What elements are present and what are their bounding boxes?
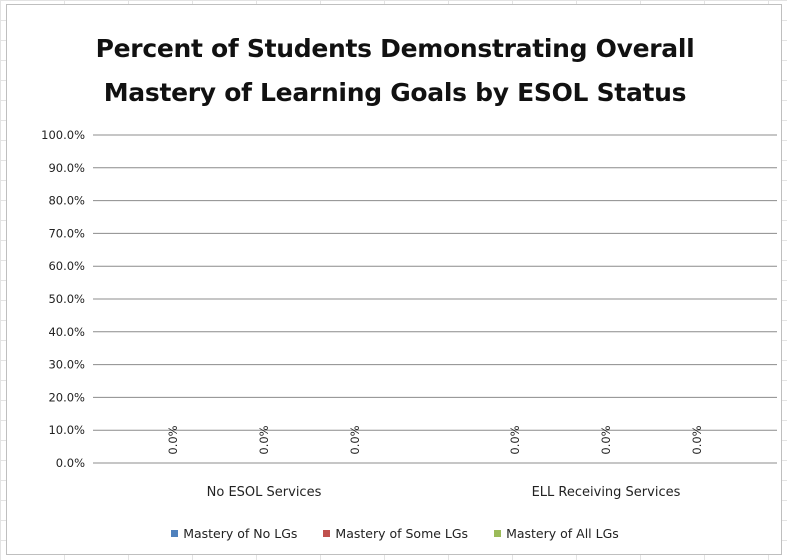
plot-area: 0.0% 10.0% 20.0% 30.0% 40.0% 50.0% 60.0% 70.0% 8…	[41, 128, 777, 500]
y-tick-label: 10.0%	[48, 423, 85, 437]
legend-swatch	[494, 530, 502, 537]
chart-title: Percent of Students Demonstrating Overal…	[7, 27, 783, 115]
data-label: 0.0%	[257, 425, 271, 454]
legend-swatch	[323, 530, 331, 537]
data-label: 0.0%	[166, 425, 180, 454]
legend-item[interactable]: Mastery of All LGs	[494, 526, 619, 541]
y-tick-label: 50.0%	[48, 292, 85, 306]
data-label: 0.0%	[690, 425, 704, 454]
y-tick-label: 30.0%	[48, 358, 85, 372]
data-label: 0.0%	[348, 425, 362, 454]
chart-area[interactable]: Percent of Students Demonstrating Overal…	[6, 4, 782, 555]
legend-label: Mastery of All LGs	[506, 526, 619, 541]
y-tick-label: 70.0%	[48, 226, 85, 240]
y-tick-label: 0.0%	[56, 456, 85, 470]
data-label: 0.0%	[508, 425, 522, 454]
chart-title-line-2: Mastery of Learning Goals by ESOL Status	[103, 78, 687, 107]
legend-item[interactable]: Mastery of No LGs	[171, 526, 297, 541]
y-tick-label: 60.0%	[48, 259, 85, 273]
legend-label: Mastery of No LGs	[183, 526, 298, 541]
y-tick-label: 80.0%	[48, 194, 85, 208]
y-tick-label: 40.0%	[48, 325, 85, 339]
chart-title-line-1: Percent of Students Demonstrating Overal…	[95, 34, 695, 63]
legend: Mastery of No LGs Mastery of Some LGs Mast…	[7, 526, 783, 541]
y-tick-label: 90.0%	[48, 161, 85, 175]
legend-swatch	[171, 530, 179, 537]
y-tick-label: 100.0%	[41, 128, 85, 142]
legend-item[interactable]: Mastery of Some LGs	[323, 526, 468, 541]
legend-label: Mastery of Some LGs	[335, 526, 469, 541]
data-label: 0.0%	[599, 425, 613, 454]
x-category-label: No ESOL Services	[207, 485, 322, 500]
x-category-label: ELL Receiving Services	[532, 485, 681, 500]
y-tick-label: 20.0%	[48, 390, 85, 404]
